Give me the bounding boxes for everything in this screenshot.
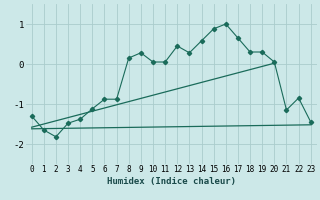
X-axis label: Humidex (Indice chaleur): Humidex (Indice chaleur) [107, 177, 236, 186]
